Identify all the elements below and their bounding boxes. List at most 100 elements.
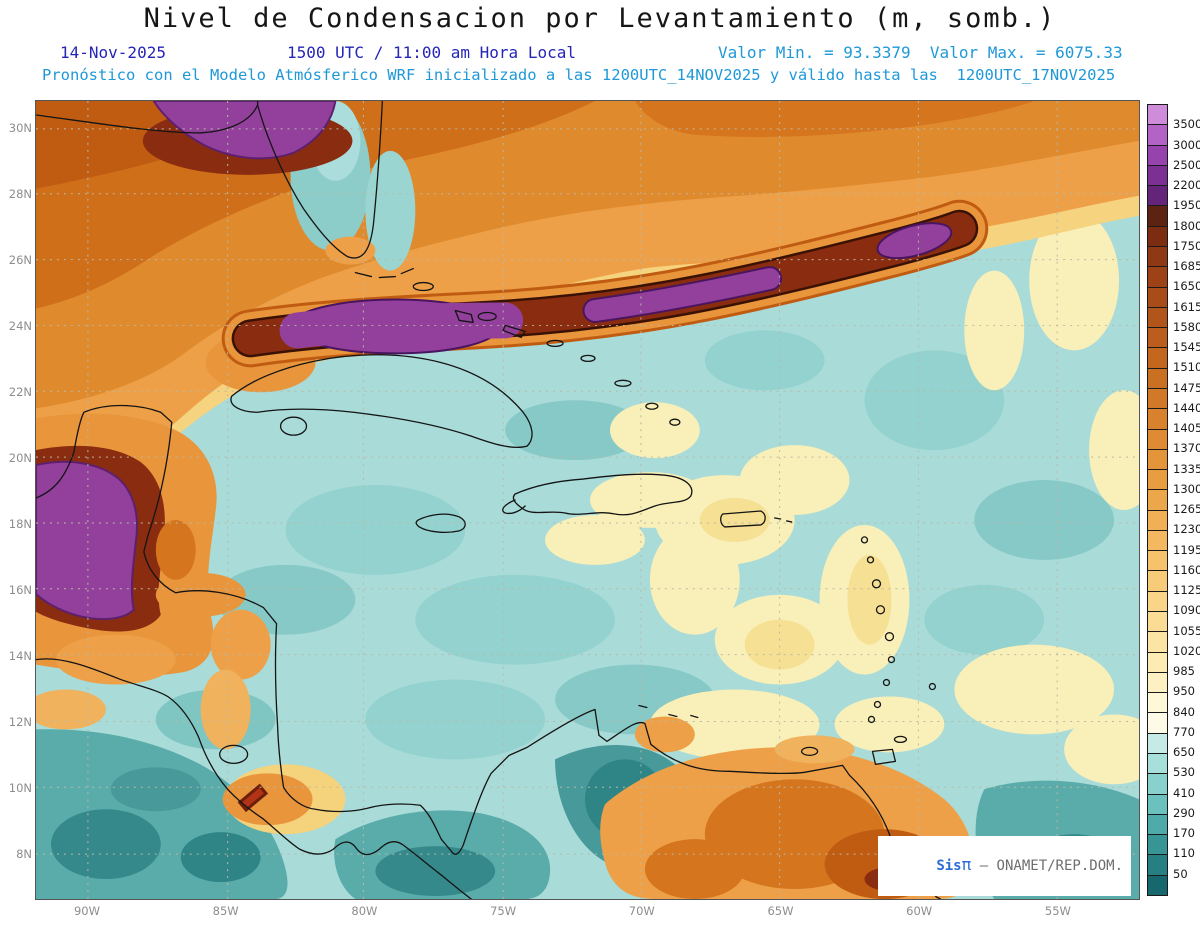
coastlines (36, 101, 942, 899)
colorbar-tick-label: 1090 (1173, 603, 1200, 618)
colorbar-cell (1148, 409, 1167, 430)
colorbar-tick-label: 1230 (1173, 522, 1200, 537)
colorbar-cell (1148, 632, 1167, 653)
lat-tick-label: 12N (8, 715, 32, 729)
colorbar-tick-label: 530 (1173, 765, 1195, 780)
colorbar-cell (1148, 287, 1167, 308)
colorbar-cell (1148, 449, 1167, 471)
colorbar-cell (1148, 571, 1167, 592)
colorbar-tick-label: 1405 (1173, 421, 1200, 436)
colorbar-tick-label: 110 (1173, 846, 1195, 861)
time-label: 1500 UTC / 11:00 am Hora Local (287, 43, 576, 62)
colorbar-cell (1148, 267, 1167, 288)
lat-tick-label: 26N (8, 253, 32, 267)
colorbar-tick-label: 1615 (1173, 299, 1200, 314)
colorbar-cell (1148, 490, 1167, 511)
colorbar-cell (1148, 814, 1167, 836)
costa-rica-max-marker (237, 783, 269, 813)
colorbar-tick-label: 3000 (1173, 137, 1200, 152)
forecast-label: Pronóstico con el Modelo Atmósferico WRF… (42, 66, 1116, 84)
lcl-shading (36, 101, 1139, 899)
colorbar-cell (1148, 470, 1167, 491)
colorbar-cell (1148, 693, 1167, 714)
colorbar-tick-label: 1475 (1173, 380, 1200, 395)
colorbar-cell (1148, 125, 1167, 146)
colorbar-tick-label: 2200 (1173, 178, 1200, 193)
watermark-sis: Sis (936, 858, 962, 874)
lat-tick-label: 10N (8, 781, 32, 795)
colorbar-cell (1148, 307, 1167, 329)
gridlines (36, 101, 1139, 899)
date-label: 14-Nov-2025 (60, 43, 166, 62)
colorbar (1147, 104, 1168, 896)
lon-tick-label: 60W (906, 904, 933, 918)
lat-tick-label: 22N (8, 385, 32, 399)
colorbar-cell (1148, 206, 1167, 227)
colorbar-cell (1148, 226, 1167, 247)
colorbar-cell (1148, 510, 1167, 531)
colorbar-cell (1148, 530, 1167, 552)
colorbar-tick-label: 1335 (1173, 461, 1200, 476)
map-canvas: Sisπ – ONAMET/REP.DOM. (35, 100, 1140, 900)
colorbar-tick-label: 1750 (1173, 238, 1200, 253)
colorbar-cell (1148, 429, 1167, 450)
colorbar-tick-label: 1160 (1173, 562, 1200, 577)
colorbar-tick-label: 1800 (1173, 218, 1200, 233)
lon-tick-label: 90W (73, 904, 100, 918)
colorbar-cell (1148, 612, 1167, 633)
watermark: Sisπ – ONAMET/REP.DOM. (877, 836, 1131, 896)
watermark-pi: π (961, 855, 972, 874)
lon-tick-label: 55W (1044, 904, 1071, 918)
colorbar-cell (1148, 165, 1167, 187)
colorbar-tick-label: 770 (1173, 724, 1195, 739)
colorbar-tick-label: 1265 (1173, 502, 1200, 517)
lat-tick-label: 24N (8, 319, 32, 333)
colorbar-cell (1148, 145, 1167, 166)
colorbar-tick-label: 1125 (1173, 583, 1200, 598)
colorbar-tick-label: 170 (1173, 826, 1195, 841)
colorbar-tick-label: 410 (1173, 785, 1195, 800)
lon-tick-label: 85W (212, 904, 239, 918)
colorbar-cell (1148, 186, 1167, 207)
colorbar-cell (1148, 652, 1167, 673)
lat-tick-label: 28N (8, 187, 32, 201)
colorbar-cell (1148, 388, 1167, 410)
colorbar-tick-label: 2500 (1173, 157, 1200, 172)
colorbar-cell (1148, 774, 1167, 795)
colorbar-cell (1148, 246, 1167, 268)
weather-map-svg (36, 101, 1139, 899)
colorbar-tick-label: 1440 (1173, 400, 1200, 415)
colorbar-tick-label: 50 (1173, 866, 1188, 881)
colorbar-tick-label: 1950 (1173, 198, 1200, 213)
lat-tick-label: 16N (8, 583, 32, 597)
colorbar-tick-label: 1685 (1173, 259, 1200, 274)
colorbar-cell (1148, 733, 1167, 754)
lon-tick-label: 75W (490, 904, 517, 918)
colorbar-cell (1148, 794, 1167, 815)
lat-tick-label: 14N (8, 649, 32, 663)
lon-tick-label: 70W (628, 904, 655, 918)
lat-tick-label: 30N (8, 121, 32, 135)
colorbar-tick-label: 650 (1173, 745, 1195, 760)
colorbar-cell (1148, 591, 1167, 613)
colorbar-tick-label: 290 (1173, 805, 1195, 820)
colorbar-tick-label: 1195 (1173, 542, 1200, 557)
colorbar-tick-label: 950 (1173, 684, 1195, 699)
colorbar-tick-label: 1510 (1173, 360, 1200, 375)
lon-tick-label: 80W (351, 904, 378, 918)
colorbar-cell (1148, 713, 1167, 734)
colorbar-cell (1148, 368, 1167, 389)
colorbar-tick-label: 3500 (1173, 117, 1200, 132)
colorbar-tick-label: 1300 (1173, 481, 1200, 496)
colorbar-tick-label: 1650 (1173, 279, 1200, 294)
lat-tick-label: 8N (16, 847, 32, 861)
colorbar-tick-label: 985 (1173, 664, 1195, 679)
colorbar-tick-label: 840 (1173, 704, 1195, 719)
page-title: Nivel de Condensacion por Levantamiento … (143, 3, 1057, 34)
colorbar-tick-label: 1370 (1173, 441, 1200, 456)
colorbar-labels: 3500 3000 2500 2200 1950 1800 1750 1685 1650 1615… (1173, 104, 1200, 896)
colorbar-cell (1148, 835, 1167, 856)
colorbar-cell (1148, 875, 1167, 895)
lat-tick-label: 18N (8, 517, 32, 531)
